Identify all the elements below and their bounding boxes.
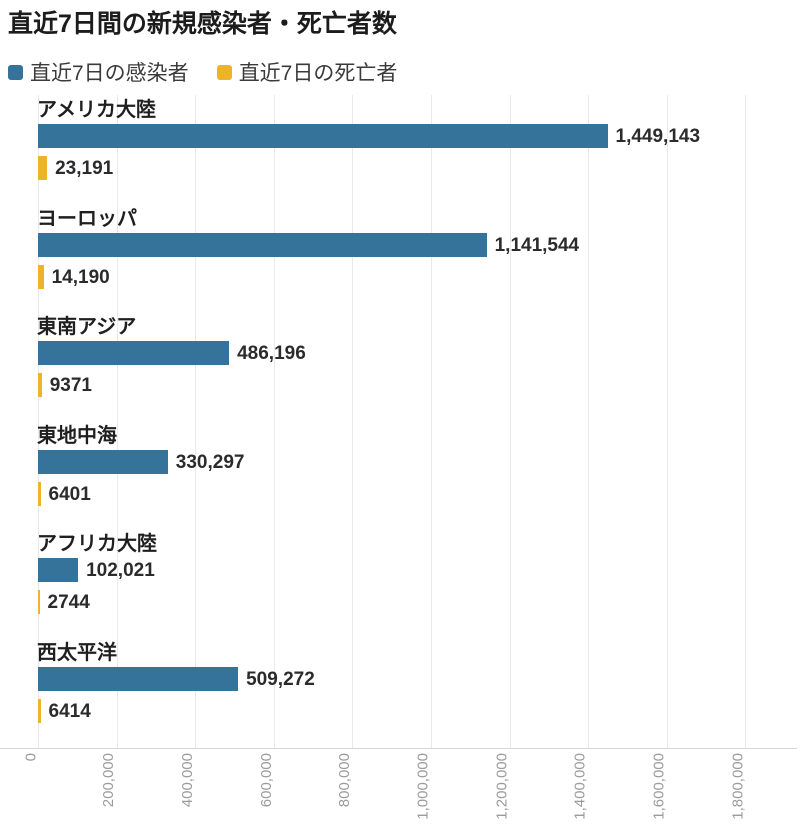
category-label: 東地中海 [37,424,117,447]
infections-bar [38,449,168,474]
deaths-value-label: 2744 [47,592,90,613]
deaths-value-label: 14,190 [51,266,110,288]
category-label: 西太平洋 [37,641,117,664]
x-axis-tick-label: 1,200,000 [493,753,511,820]
gridline [352,95,354,748]
x-axis-tick-label: 600,000 [257,753,275,808]
infections-value-label: 486,196 [237,343,306,364]
x-axis-tick-label: 1,800,000 [729,753,747,820]
infections-value-label: 1,141,544 [494,234,580,256]
legend-label-infections: 直近7日の感染者 [30,62,189,85]
infections-bar [38,341,230,365]
x-axis-tick-label: 400,000 [179,753,197,808]
infections-bar [38,666,239,691]
x-axis-tick-label: 200,000 [100,753,118,808]
deaths-value-label: 6401 [48,483,91,505]
legend: 直近7日の感染者 直近7日の死亡者 [8,57,397,87]
category-label: ヨーロッパ [37,207,137,230]
gridline [273,95,275,748]
x-axis-tick-label: 800,000 [336,753,354,808]
deaths-swatch-icon [216,64,232,80]
gridline [588,95,590,748]
gridline [38,95,39,748]
legend-item-infections: 直近7日の感染者 [8,57,189,87]
deaths-value-label: 6414 [48,700,91,722]
x-axis-line [0,748,797,749]
infections-bar [38,124,608,148]
deaths-bar [38,373,42,397]
chart-title: 直近7日間の新規感染者・死亡者数 [8,10,397,38]
infections-value-label: 509,272 [246,668,315,690]
legend-label-deaths: 直近7日の死亡者 [238,62,398,85]
deaths-value-label: 23,191 [55,158,114,179]
x-axis-tick-label: 0 [22,753,39,762]
deaths-bar [38,156,48,180]
deaths-bar [38,264,44,289]
infections-bar [38,232,487,257]
infections-swatch-icon [8,64,23,80]
deaths-bar [38,590,40,614]
deaths-bar [38,481,41,506]
infections-value-label: 330,297 [175,451,245,473]
gridline [509,95,511,748]
x-axis-tick-label: 1,600,000 [650,753,668,820]
infections-value-label: 1,449,143 [615,126,701,147]
x-axis-tick-label: 1,400,000 [572,753,590,820]
infections-bar [38,558,79,582]
legend-item-deaths: 直近7日の死亡者 [216,57,398,87]
x-axis-tick-label: 1,000,000 [415,753,432,820]
category-label: 東南アジア [37,316,137,338]
gridline [195,95,197,748]
deaths-value-label: 9371 [49,375,92,396]
gridline [745,95,747,748]
category-label: アフリカ大陸 [37,533,157,555]
infections-value-label: 102,021 [86,560,155,581]
gridline [116,95,118,748]
gridline [666,95,668,748]
category-label: アメリカ大陸 [37,99,156,121]
gridline [431,95,432,748]
deaths-bar [38,698,41,723]
